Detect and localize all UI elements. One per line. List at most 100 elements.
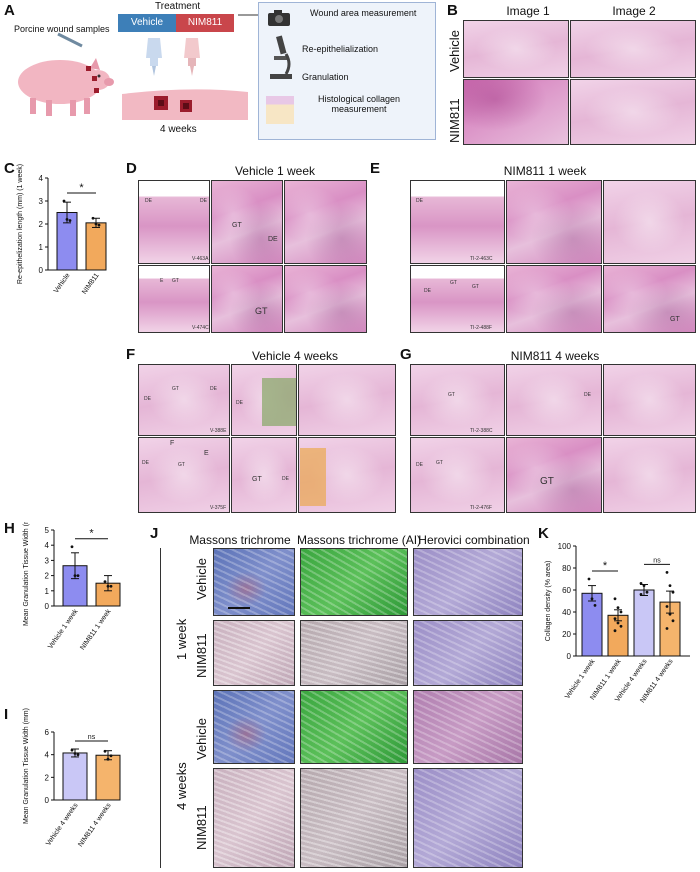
y-tick-label: 0 — [45, 796, 50, 805]
x-tick-label: Vehicle — [53, 272, 72, 295]
camera-icon — [268, 10, 290, 26]
data-point — [97, 223, 101, 227]
data-point — [665, 627, 669, 630]
stain-ai-vehicle-1week — [300, 548, 408, 616]
y-tick-label: 3 — [45, 556, 50, 565]
bar-vehicle-4-weeks — [62, 752, 88, 801]
histology-g-2 — [506, 364, 602, 436]
histology-d-2 — [211, 180, 283, 264]
panel-j-col1: Massons trichrome — [189, 533, 291, 547]
data-point — [587, 577, 591, 581]
data-point — [619, 624, 623, 628]
x-tick-label: NIM811 4 weeks — [77, 802, 113, 849]
histology-e-2 — [506, 180, 602, 264]
panel-j-group-4weeks: 4 weeks — [174, 762, 189, 810]
histology-f-3 — [298, 364, 396, 436]
significance-label: * — [603, 560, 608, 572]
y-tick-label: 6 — [45, 728, 50, 737]
data-point — [91, 216, 95, 220]
histology-d-3 — [284, 180, 367, 264]
dropper-bottles-icon — [146, 38, 200, 76]
histology-d-4 — [138, 265, 210, 333]
histology-g-5 — [506, 437, 602, 513]
granulation-overlay-orange — [300, 448, 326, 506]
tag-g-2: DE — [584, 392, 591, 398]
y-tick-label: 2 — [39, 220, 44, 229]
tag-f-5: GT — [178, 462, 185, 468]
tag-d-1: DE — [145, 198, 152, 204]
panel-b-row1: Vehicle — [447, 30, 462, 72]
tag-f-6: DE — [142, 460, 149, 466]
histology-b-nim-1 — [463, 79, 569, 145]
histology-g-6 — [603, 437, 696, 513]
y-axis-label: Mean Granulation Tissue Width (mm) — [23, 708, 30, 824]
bar-vehicle-4-weeks — [633, 589, 655, 657]
y-tick-label: 0 — [45, 602, 50, 611]
panel-b-col2: Image 2 — [612, 4, 656, 18]
histology-d-5 — [211, 265, 283, 333]
skin-wound-icon — [122, 89, 248, 120]
data-point — [68, 219, 72, 222]
panel-j-group-1week: 1 week — [174, 618, 189, 660]
sample-id-f-2: V-375F — [210, 505, 227, 511]
data-point — [106, 757, 110, 761]
data-point — [593, 604, 597, 607]
data-point — [106, 584, 110, 588]
data-point — [76, 574, 80, 577]
tag-d-2: DE — [200, 198, 207, 204]
sample-id-e-2: TI-2-488F — [470, 325, 492, 331]
panel-d-label: D — [126, 160, 137, 177]
y-tick-label: 4 — [39, 174, 44, 183]
data-point — [671, 590, 675, 594]
y-tick-label: 2 — [45, 773, 50, 782]
stain-ai-nim-1week — [300, 620, 408, 686]
panel-a-label: A — [4, 2, 15, 19]
tag-f-2: GT — [172, 386, 179, 392]
panel-c-label: C — [4, 160, 15, 177]
data-point — [70, 748, 74, 752]
histology-g-4 — [410, 437, 505, 513]
y-tick-label: 20 — [562, 630, 571, 639]
panel-b-row2: NIM811 — [447, 98, 462, 143]
data-point — [109, 584, 113, 588]
panel-g-label: G — [400, 346, 412, 363]
panel-g-title: NIM811 4 weeks — [510, 349, 600, 363]
histology-f-4 — [138, 437, 230, 513]
tag-e-2: GT — [450, 280, 457, 286]
histology-e-3 — [603, 180, 696, 264]
y-tick-label: 80 — [562, 564, 571, 573]
y-axis-label: Mean Granulation Tissue Width (mm) — [23, 522, 30, 626]
data-point — [665, 571, 669, 574]
histology-f-1 — [138, 364, 230, 436]
group-bracket — [160, 548, 161, 868]
panel-j-row-vehicle-4: Vehicle — [194, 718, 209, 760]
data-point — [613, 597, 617, 601]
data-point — [639, 582, 643, 585]
histology-d-6 — [284, 265, 367, 333]
histology-b-nim-2 — [570, 79, 696, 145]
y-tick-label: 5 — [45, 526, 50, 535]
stain-mt-nim-4weeks — [213, 768, 295, 868]
stain-mt-vehicle-1week — [213, 548, 295, 616]
y-tick-label: 40 — [562, 608, 571, 617]
tag-e-1: DE — [416, 198, 423, 204]
histology-e-5 — [506, 265, 602, 333]
data-point — [76, 753, 80, 757]
nim-box-label: NIM811 — [187, 17, 223, 28]
vehicle-box-label: Vehicle — [130, 17, 164, 28]
histology-b-vehicle-1 — [463, 20, 569, 78]
panel-f-title: Vehicle 4 weeks — [251, 349, 339, 363]
y-tick-label: 100 — [558, 542, 572, 551]
pig-icon — [18, 58, 114, 116]
y-tick-label: 0 — [39, 266, 44, 275]
panel-j-col2: Massons trichrome (AI) — [297, 533, 422, 547]
panel-e-label: E — [370, 160, 381, 177]
sample-id-g-1: TI-2-388C — [470, 428, 493, 434]
bar-nim811-4-weeks — [95, 754, 121, 801]
data-point — [590, 597, 594, 601]
histology-e-4 — [410, 265, 505, 333]
step-collagen: Histological collagen measurement — [317, 94, 401, 114]
data-point — [65, 218, 69, 221]
data-point — [70, 545, 74, 549]
histology-e-6 — [603, 265, 696, 333]
